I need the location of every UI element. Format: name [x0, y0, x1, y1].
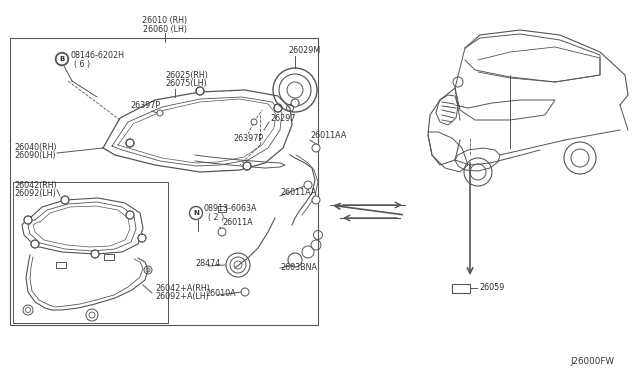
Circle shape	[241, 288, 249, 296]
Bar	[56, 262, 66, 268]
Text: 26297: 26297	[270, 113, 296, 122]
Circle shape	[61, 196, 69, 204]
Text: ( 6 ): ( 6 )	[74, 60, 90, 68]
Circle shape	[24, 216, 32, 224]
Circle shape	[31, 240, 39, 248]
Text: N: N	[193, 210, 199, 216]
Text: 26029M: 26029M	[288, 45, 320, 55]
Text: 26059: 26059	[479, 283, 504, 292]
Text: 26011AA: 26011AA	[310, 131, 346, 140]
Text: B: B	[60, 56, 65, 62]
Text: 26075(LH): 26075(LH)	[165, 78, 207, 87]
Circle shape	[91, 250, 99, 258]
Text: ( 2 ): ( 2 )	[208, 212, 224, 221]
Circle shape	[312, 144, 320, 152]
Text: 26042(RH): 26042(RH)	[14, 180, 57, 189]
Circle shape	[126, 139, 134, 147]
Bar	[452, 284, 470, 293]
Circle shape	[157, 110, 163, 116]
Circle shape	[251, 119, 257, 125]
Text: 26010 (RH): 26010 (RH)	[143, 16, 188, 25]
Bar	[13, 182, 168, 323]
Text: 26092(LH): 26092(LH)	[14, 189, 56, 198]
Circle shape	[304, 181, 312, 189]
Circle shape	[291, 99, 299, 107]
Text: 28474: 28474	[195, 259, 220, 267]
Text: 2603BNA: 2603BNA	[280, 263, 317, 273]
Circle shape	[138, 234, 146, 242]
Text: 26090(LH): 26090(LH)	[14, 151, 56, 160]
Bar	[104, 254, 114, 260]
Text: 26397P: 26397P	[130, 100, 160, 109]
Text: 26397P: 26397P	[233, 134, 263, 142]
Circle shape	[196, 87, 204, 95]
Bar	[218, 206, 226, 212]
Text: 26040(RH): 26040(RH)	[14, 142, 56, 151]
Text: 08913-6063A: 08913-6063A	[204, 203, 257, 212]
Text: 26011AA: 26011AA	[280, 187, 316, 196]
Circle shape	[274, 104, 282, 112]
Circle shape	[243, 162, 251, 170]
Text: 26025(RH): 26025(RH)	[165, 71, 208, 80]
Text: 26042+A(RH): 26042+A(RH)	[155, 283, 210, 292]
Text: 08146-6202H: 08146-6202H	[70, 51, 124, 60]
Circle shape	[312, 196, 320, 204]
Circle shape	[126, 211, 134, 219]
Circle shape	[56, 53, 68, 65]
Text: 26060 (LH): 26060 (LH)	[143, 25, 187, 33]
Text: 26011A: 26011A	[222, 218, 253, 227]
Circle shape	[218, 228, 226, 236]
Text: J26000FW: J26000FW	[570, 357, 614, 366]
Text: 26092+A(LH): 26092+A(LH)	[155, 292, 209, 301]
Text: 26010A: 26010A	[205, 289, 236, 298]
Bar	[10, 38, 318, 325]
